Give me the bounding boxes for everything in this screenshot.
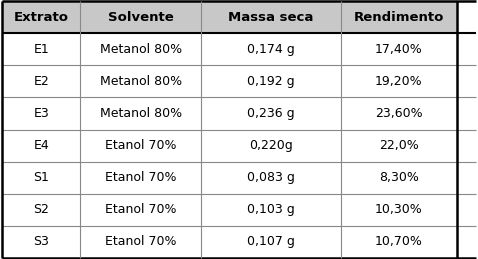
Text: S1: S1 <box>33 171 49 184</box>
Text: Etanol 70%: Etanol 70% <box>105 235 176 248</box>
Text: 17,40%: 17,40% <box>375 43 423 56</box>
Text: Solvente: Solvente <box>108 11 174 24</box>
Text: E3: E3 <box>33 107 49 120</box>
Text: E2: E2 <box>33 75 49 88</box>
Text: 10,30%: 10,30% <box>375 203 423 216</box>
Text: 23,60%: 23,60% <box>375 107 423 120</box>
Text: Metanol 80%: Metanol 80% <box>100 43 182 56</box>
Text: 22,0%: 22,0% <box>379 139 419 152</box>
Text: Etanol 70%: Etanol 70% <box>105 203 176 216</box>
Text: 0,220g: 0,220g <box>249 139 293 152</box>
Text: Extrato: Extrato <box>14 11 69 24</box>
Text: 0,192 g: 0,192 g <box>247 75 295 88</box>
Text: 10,70%: 10,70% <box>375 235 423 248</box>
Text: Etanol 70%: Etanol 70% <box>105 139 176 152</box>
Text: 0,107 g: 0,107 g <box>247 235 295 248</box>
Text: Massa seca: Massa seca <box>228 11 314 24</box>
Text: Rendimento: Rendimento <box>354 11 444 24</box>
Text: E1: E1 <box>33 43 49 56</box>
Text: 0,174 g: 0,174 g <box>247 43 295 56</box>
Text: 8,30%: 8,30% <box>379 171 419 184</box>
Text: Etanol 70%: Etanol 70% <box>105 171 176 184</box>
Text: E4: E4 <box>33 139 49 152</box>
Text: 0,103 g: 0,103 g <box>247 203 295 216</box>
Text: S2: S2 <box>33 203 49 216</box>
Text: S3: S3 <box>33 235 49 248</box>
Text: 19,20%: 19,20% <box>375 75 423 88</box>
Text: 0,236 g: 0,236 g <box>247 107 295 120</box>
Text: 0,083 g: 0,083 g <box>247 171 295 184</box>
Text: Metanol 80%: Metanol 80% <box>100 107 182 120</box>
Text: Metanol 80%: Metanol 80% <box>100 75 182 88</box>
